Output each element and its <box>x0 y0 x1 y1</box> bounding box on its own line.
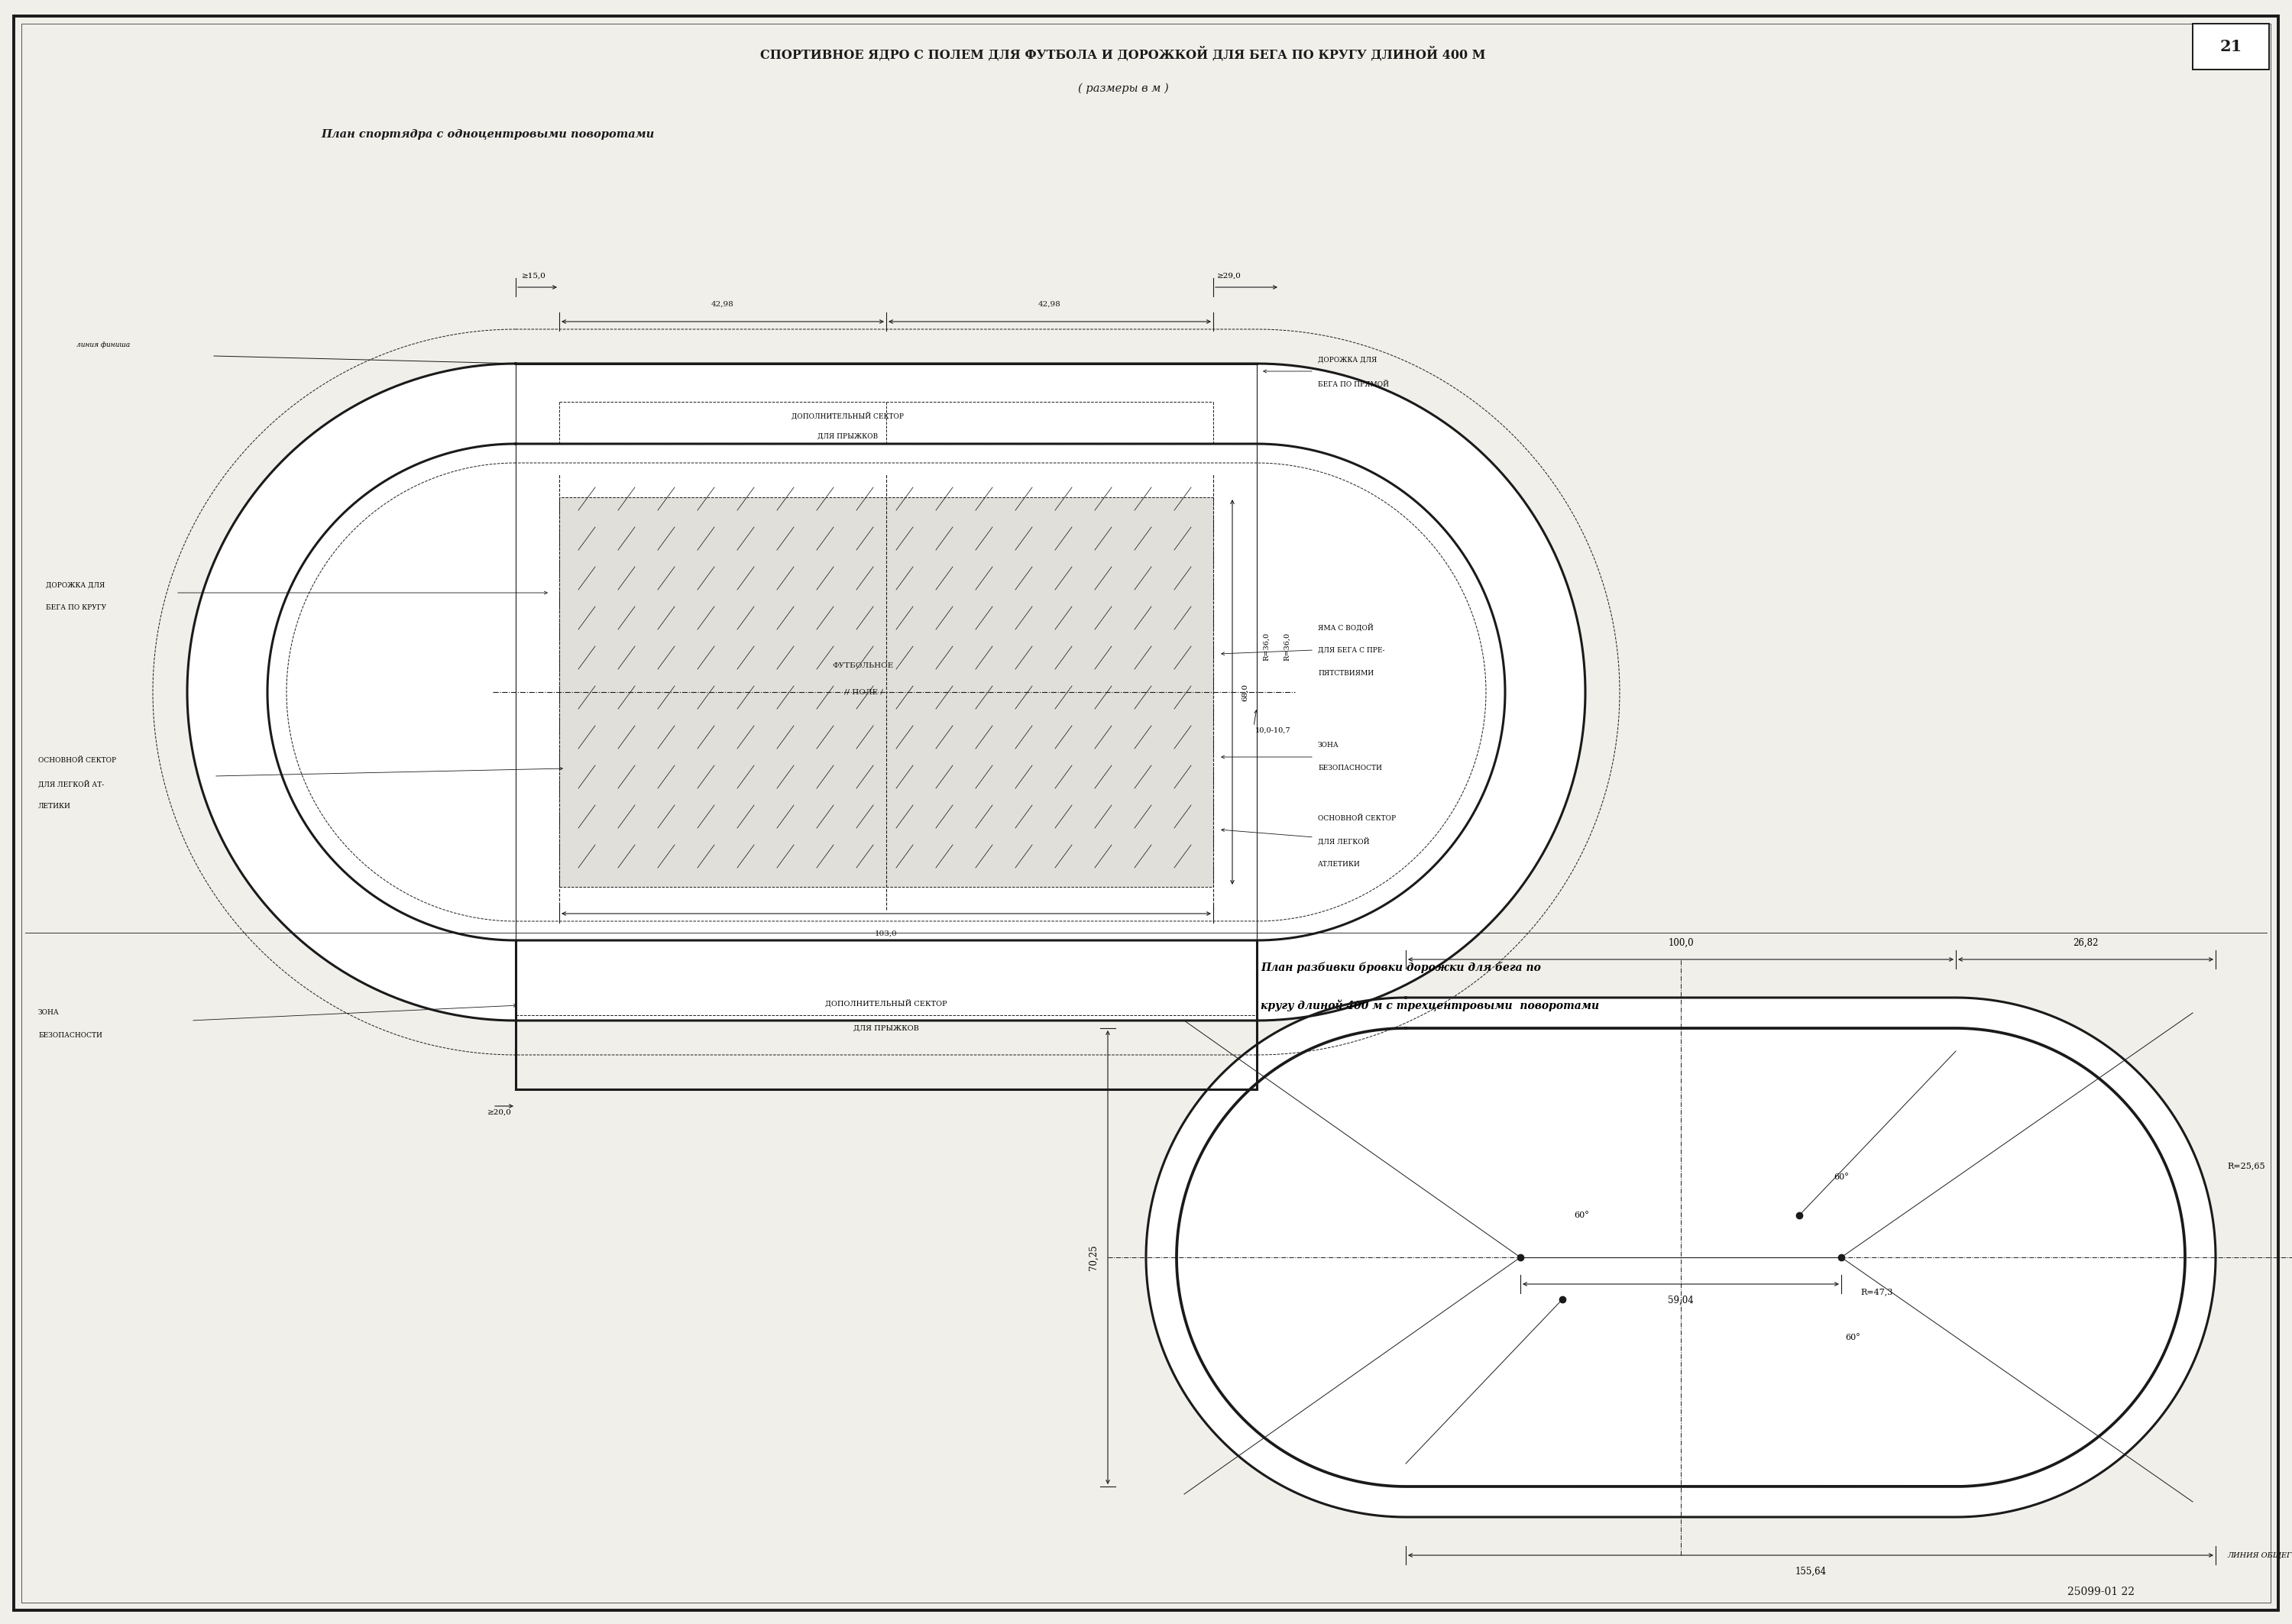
Text: R=36,0: R=36,0 <box>1263 632 1270 661</box>
Text: ЛИНИЯ ОБЩЕГО ФИНИША: ЛИНИЯ ОБЩЕГО ФИНИША <box>2228 1553 2292 1559</box>
Text: 59,04: 59,04 <box>1669 1296 1694 1306</box>
Text: ДОРОЖКА ДЛЯ: ДОРОЖКА ДЛЯ <box>46 581 105 588</box>
Text: 25099-01 22: 25099-01 22 <box>2067 1587 2134 1598</box>
Text: ДЛЯ БЕГА С ПРЕ-: ДЛЯ БЕГА С ПРЕ- <box>1318 646 1384 653</box>
Text: кругу длиной 400 м с трехцентровыми  поворотами: кругу длиной 400 м с трехцентровыми пово… <box>1261 999 1600 1012</box>
Polygon shape <box>1146 997 2216 1517</box>
Text: ОСНОВНОЙ СЕКТОР: ОСНОВНОЙ СЕКТОР <box>1318 815 1396 822</box>
Text: 26,82: 26,82 <box>2072 939 2099 948</box>
Text: 68,0: 68,0 <box>1242 684 1249 702</box>
Text: 100,0: 100,0 <box>1669 939 1694 948</box>
Text: План спортядра с одноцентровыми поворотами: План спортядра с одноцентровыми поворота… <box>321 128 653 140</box>
Text: 10,0-10,7: 10,0-10,7 <box>1256 728 1290 734</box>
Text: БЕЗОПАСНОСТИ: БЕЗОПАСНОСТИ <box>1318 765 1382 771</box>
Text: ДОРОЖКА ДЛЯ: ДОРОЖКА ДЛЯ <box>1318 356 1377 364</box>
Text: ПЯТСТВИЯМИ: ПЯТСТВИЯМИ <box>1318 669 1373 677</box>
Text: ≥20,0: ≥20,0 <box>488 1109 511 1116</box>
Text: 21: 21 <box>2219 39 2242 54</box>
Text: линия финиша: линия финиша <box>76 341 131 348</box>
Text: ФУТБОЛЬНОЕ: ФУТБОЛЬНОЕ <box>832 663 894 669</box>
Polygon shape <box>188 364 1586 1020</box>
Text: ЗОНА: ЗОНА <box>39 1010 60 1017</box>
Text: ≥15,0: ≥15,0 <box>523 273 545 279</box>
Text: 60°: 60° <box>1834 1173 1850 1181</box>
Text: R=25,65: R=25,65 <box>2228 1161 2264 1169</box>
Text: 60°: 60° <box>1845 1333 1861 1341</box>
Text: 42,98: 42,98 <box>711 300 733 309</box>
Text: БЕГА ПО КРУГУ: БЕГА ПО КРУГУ <box>46 604 105 612</box>
Text: 70,25: 70,25 <box>1089 1244 1098 1270</box>
Text: ДЛЯ ПРЫЖКОВ: ДЛЯ ПРЫЖКОВ <box>818 432 878 440</box>
Text: ДЛЯ ПРЫЖКОВ: ДЛЯ ПРЫЖКОВ <box>853 1025 919 1031</box>
Text: БЕЗОПАСНОСТИ: БЕЗОПАСНОСТИ <box>39 1033 103 1039</box>
Text: ДЛЯ ЛЕГКОЙ: ДЛЯ ЛЕГКОЙ <box>1318 836 1371 844</box>
Text: АТЛЕТИКИ: АТЛЕТИКИ <box>1318 861 1361 867</box>
Text: ОСНОВНОЙ СЕКТОР: ОСНОВНОЙ СЕКТОР <box>39 757 117 765</box>
Bar <box>2193 24 2269 70</box>
Text: ≥29,0: ≥29,0 <box>1217 273 1242 279</box>
Text: БЕГА ПО ПРЯМОЙ: БЕГА ПО ПРЯМОЙ <box>1318 382 1389 388</box>
Text: ЗОНА: ЗОНА <box>1318 742 1339 749</box>
Text: R=47,3: R=47,3 <box>1861 1288 1893 1296</box>
Text: 103,0: 103,0 <box>876 931 898 937</box>
Text: ДЛЯ ЛЕГКОЙ АТ-: ДЛЯ ЛЕГКОЙ АТ- <box>39 780 103 788</box>
Text: ДОПОЛНИТЕЛЬНЫЙ СЕКТОР: ДОПОЛНИТЕЛЬНЫЙ СЕКТОР <box>825 999 947 1007</box>
Text: 155,64: 155,64 <box>1795 1567 1827 1577</box>
Text: ЛЕТИКИ: ЛЕТИКИ <box>39 804 71 810</box>
Text: План разбивки бровки дорожки для бега по: План разбивки бровки дорожки для бега по <box>1261 961 1540 973</box>
Text: // ПОЛЕ /: // ПОЛЕ / <box>843 689 882 695</box>
Text: ДОПОЛНИТЕЛЬНЫЙ СЕКТОР: ДОПОЛНИТЕЛЬНЫЙ СЕКТОР <box>793 411 903 419</box>
Text: СПОРТИВНОЕ ЯДРО С ПОЛЕМ ДЛЯ ФУТБОЛА И ДОРОЖКОЙ ДЛЯ БЕГА ПО КРУГУ ДЛИНОЙ 400 М: СПОРТИВНОЕ ЯДРО С ПОЛЕМ ДЛЯ ФУТБОЛА И ДО… <box>761 47 1485 62</box>
Text: R=36,0: R=36,0 <box>1284 632 1290 661</box>
Text: ЯМА С ВОДОЙ: ЯМА С ВОДОЙ <box>1318 624 1373 632</box>
Text: 60°: 60° <box>1575 1212 1588 1220</box>
Text: ( размеры в м ): ( размеры в м ) <box>1077 83 1169 94</box>
Bar <box>559 497 1212 887</box>
Text: 42,98: 42,98 <box>1038 300 1061 309</box>
